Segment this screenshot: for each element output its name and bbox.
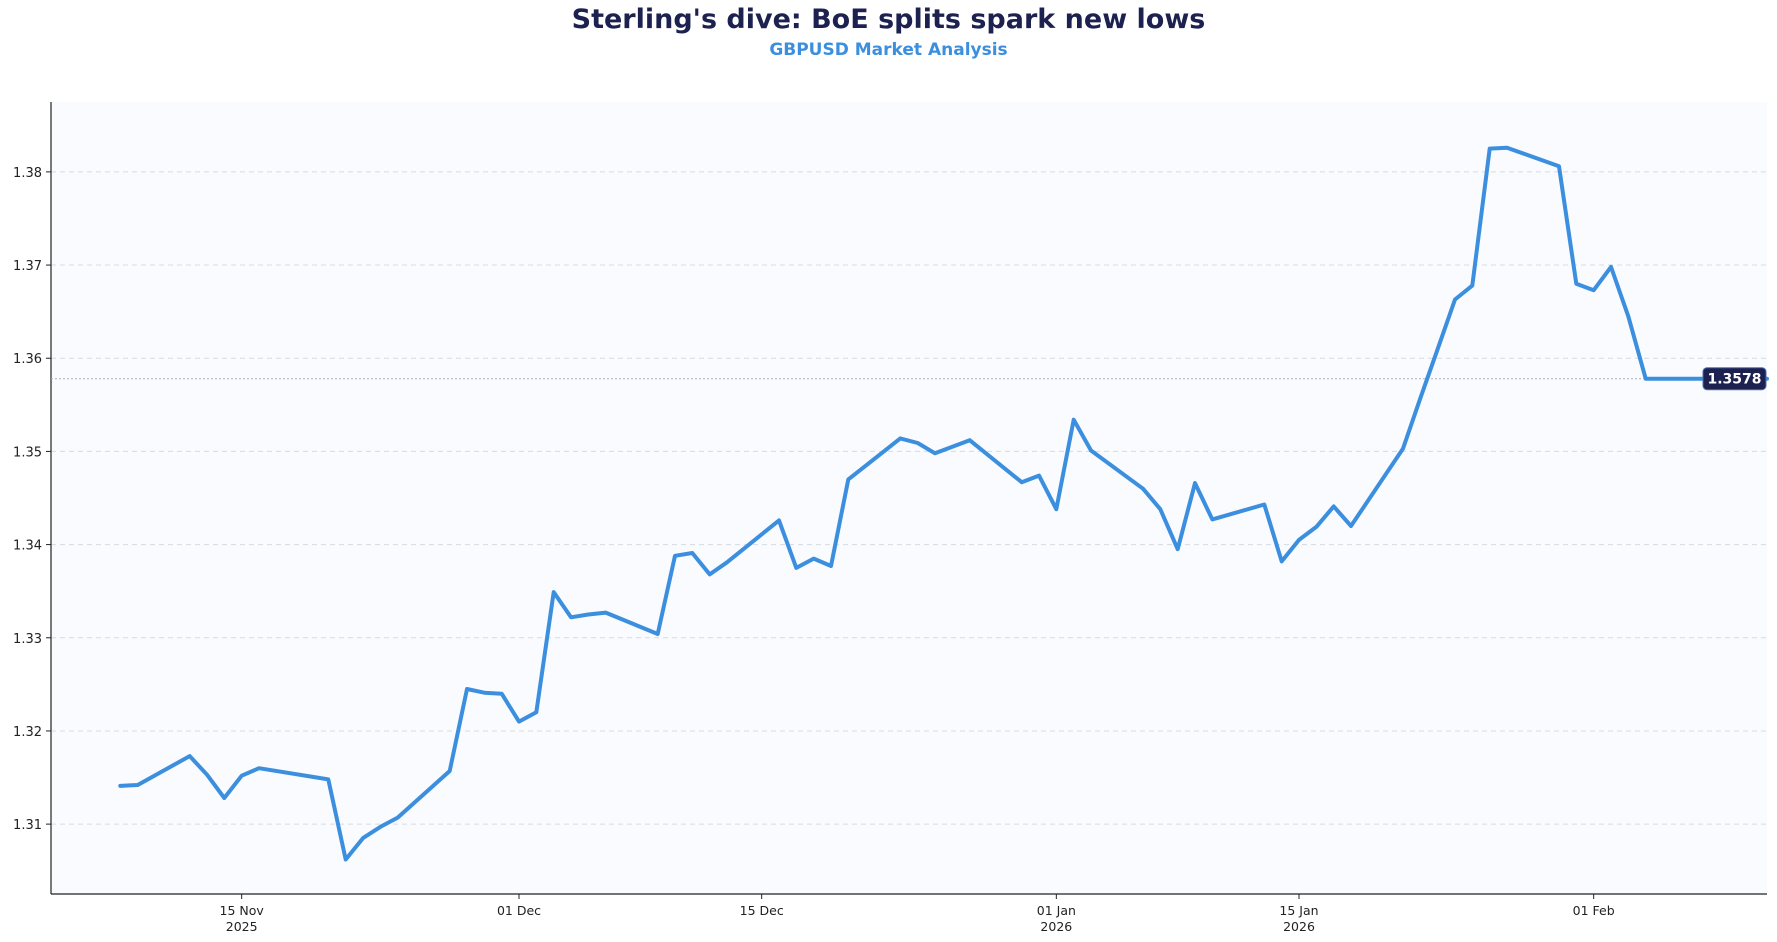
last-value-badge [1702, 367, 1767, 391]
y-tick-label: 1.37 [13, 259, 42, 274]
y-tick-label: 1.32 [13, 725, 42, 740]
x-tick-label: 01 Jan [1037, 903, 1076, 918]
last-value-label: 1.3578 [1707, 372, 1761, 388]
y-tick-label: 1.34 [13, 539, 42, 554]
x-tick-label: 15 Nov [220, 903, 265, 918]
chart-title: Sterling's dive: BoE splits spark new lo… [571, 4, 1206, 35]
x-tick-label: 15 Dec [740, 903, 784, 918]
y-tick-label: 1.38 [13, 166, 42, 181]
y-tick-label: 1.33 [13, 632, 42, 647]
plot-area [51, 102, 1767, 894]
chart-subtitle: GBPUSD Market Analysis [769, 40, 1008, 60]
x-tick-label: 01 Dec [497, 903, 541, 918]
series-line [118, 145, 1769, 862]
x-tick-sublabel: 2025 [226, 919, 258, 934]
x-tick-label: 01 Feb [1573, 903, 1615, 918]
y-tick-label: 1.31 [13, 818, 42, 833]
x-tick-label: 15 Jan [1279, 903, 1318, 918]
x-tick-sublabel: 2026 [1040, 919, 1072, 934]
x-tick-sublabel: 2026 [1283, 919, 1315, 934]
y-tick-label: 1.35 [13, 445, 42, 460]
y-tick-label: 1.36 [13, 352, 42, 367]
